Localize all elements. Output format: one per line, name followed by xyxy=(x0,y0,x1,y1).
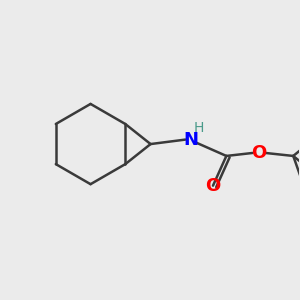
Text: N: N xyxy=(183,130,198,148)
Text: O: O xyxy=(206,177,220,195)
Text: H: H xyxy=(194,121,204,135)
Text: O: O xyxy=(251,144,267,162)
